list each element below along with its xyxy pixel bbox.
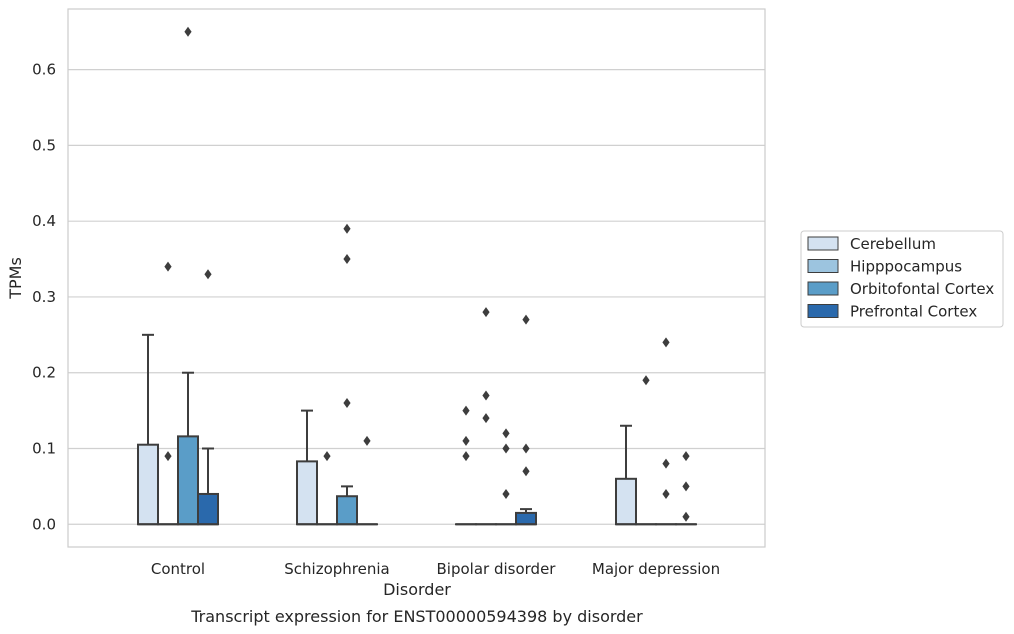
x-tick-label: Major depression xyxy=(592,560,720,578)
legend-label: Orbitofontal Cortex xyxy=(850,280,994,298)
outlier-point xyxy=(462,405,470,416)
outlier-point xyxy=(522,314,530,325)
box-0-0 xyxy=(137,333,159,526)
gridlines xyxy=(68,69,765,525)
outlier-point xyxy=(522,466,530,477)
outlier-point xyxy=(682,451,690,462)
outlier-point xyxy=(323,451,331,462)
outlier-point xyxy=(184,26,192,37)
box-1-2 xyxy=(475,307,497,526)
box-1-1 xyxy=(316,451,338,526)
box xyxy=(336,495,358,526)
box-0-1 xyxy=(296,409,318,526)
box-1-3 xyxy=(635,375,657,526)
legend-frame xyxy=(800,230,1004,328)
box-3-2 xyxy=(515,314,537,526)
legend-label: Prefrontal Cortex xyxy=(850,303,977,321)
outlier-point xyxy=(164,451,172,462)
box xyxy=(296,460,318,526)
box-0-2 xyxy=(455,405,477,526)
box xyxy=(197,492,219,526)
outlier-point xyxy=(164,261,172,272)
outlier-point xyxy=(502,443,510,454)
legend-swatch xyxy=(807,259,839,273)
y-tick-label: 0.4 xyxy=(32,212,56,230)
legend: Cerebellum Hipppocampus Orbitofontal Corte… xyxy=(800,230,1004,328)
outlier-point xyxy=(462,451,470,462)
box-3-3 xyxy=(675,451,697,526)
legend-swatch xyxy=(807,281,839,296)
y-tick-label: 0.0 xyxy=(32,515,56,533)
legend-label: Cerebellum xyxy=(850,235,936,253)
outlier-point xyxy=(343,398,351,409)
outlier-point xyxy=(502,428,510,439)
outlier-point xyxy=(482,307,490,318)
y-axis-ticks: 0.0 0.1 0.2 0.3 0.4 0.5 0.6 xyxy=(32,61,56,534)
outlier-point xyxy=(642,375,650,386)
outlier-point xyxy=(343,223,351,234)
box-2-1 xyxy=(336,223,358,526)
legend-label: Hipppocampus xyxy=(850,258,962,276)
box xyxy=(515,511,537,526)
y-tick-label: 0.1 xyxy=(32,439,56,457)
outlier-point xyxy=(662,488,670,499)
outlier-point xyxy=(462,435,470,446)
x-axis-label: Disorder xyxy=(383,580,451,599)
x-tick-label: Control xyxy=(151,560,205,578)
box-1-0 xyxy=(157,261,179,526)
outlier-point xyxy=(682,511,690,522)
outlier-point xyxy=(363,435,371,446)
outlier-point xyxy=(682,481,690,492)
box xyxy=(177,435,199,526)
box xyxy=(137,443,159,526)
plot-marks xyxy=(137,26,697,526)
x-axis-ticks: Control Schizophrenia Bipolar disorder Majo… xyxy=(151,560,720,578)
outlier-point xyxy=(482,413,490,424)
x-tick-label: Bipolar disorder xyxy=(437,560,557,578)
y-tick-label: 0.5 xyxy=(32,136,56,154)
y-tick-label: 0.2 xyxy=(32,364,56,382)
y-tick-label: 0.6 xyxy=(32,61,56,79)
outlier-point xyxy=(343,254,351,265)
figure-caption: Transcript expression for ENST0000059439… xyxy=(190,607,643,626)
box-2-0 xyxy=(177,26,199,526)
box-2-2 xyxy=(495,428,517,526)
outlier-point xyxy=(662,337,670,348)
outlier-point xyxy=(482,390,490,401)
outlier-point xyxy=(204,269,212,280)
outlier-point xyxy=(662,458,670,469)
box-3-0 xyxy=(197,269,219,526)
box-0-3 xyxy=(615,424,637,526)
box-2-3 xyxy=(655,337,677,526)
plot-area-frame xyxy=(67,8,766,548)
outlier-point xyxy=(502,488,510,499)
box-3-1 xyxy=(356,435,378,526)
legend-swatch xyxy=(807,304,839,318)
y-tick-label: 0.3 xyxy=(32,288,56,306)
y-axis-label: TPMs xyxy=(6,257,25,300)
outlier-point xyxy=(522,443,530,454)
box xyxy=(615,477,637,526)
x-tick-label: Schizophrenia xyxy=(284,560,389,578)
legend-swatch xyxy=(807,236,839,251)
